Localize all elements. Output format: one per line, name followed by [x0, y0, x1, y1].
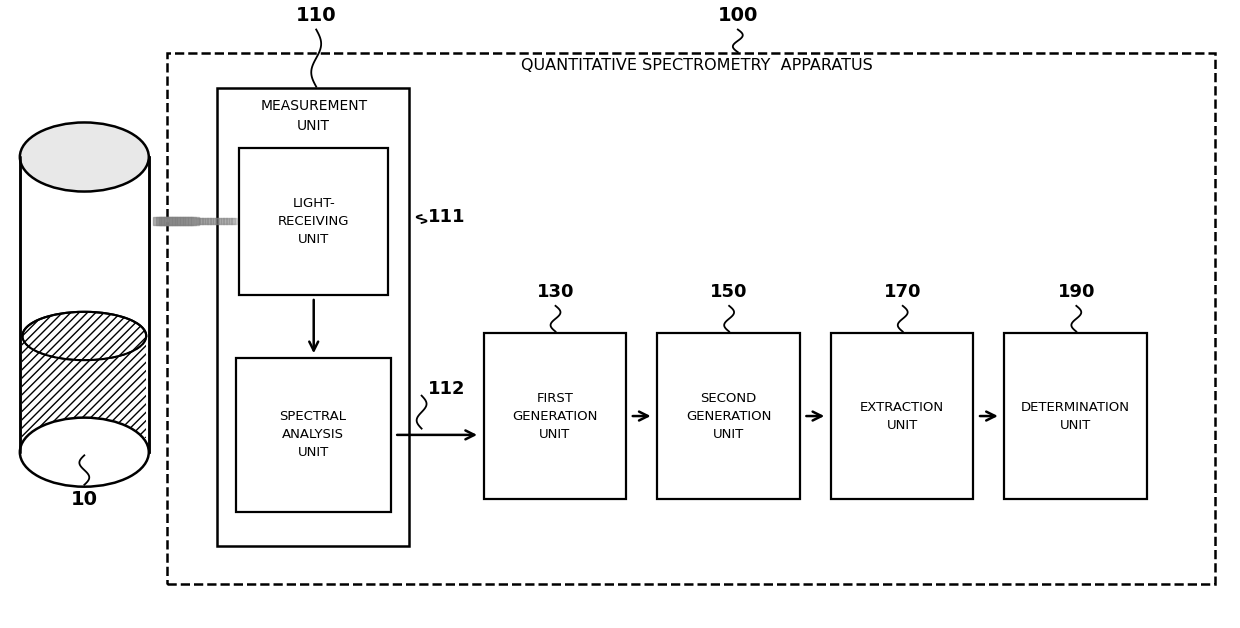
Text: SPECTRAL
ANALYSIS
UNIT: SPECTRAL ANALYSIS UNIT: [279, 410, 347, 460]
Bar: [657, 333, 800, 499]
Bar: [1004, 333, 1147, 499]
Bar: [236, 358, 391, 512]
Bar: [831, 333, 973, 499]
Text: LIGHT-
RECEIVING
UNIT: LIGHT- RECEIVING UNIT: [278, 197, 350, 246]
Ellipse shape: [20, 418, 149, 487]
Bar: [239, 148, 388, 295]
Bar: [484, 333, 626, 499]
Text: DETERMINATION
UNIT: DETERMINATION UNIT: [1022, 401, 1130, 431]
Text: 110: 110: [296, 6, 336, 25]
Text: EXTRACTION
UNIT: EXTRACTION UNIT: [861, 401, 944, 431]
Text: 100: 100: [718, 6, 758, 25]
Text: 170: 170: [884, 283, 921, 301]
Bar: [167, 53, 1215, 584]
Text: FIRST
GENERATION
UNIT: FIRST GENERATION UNIT: [512, 391, 598, 441]
Text: 111: 111: [428, 208, 465, 225]
Ellipse shape: [22, 311, 146, 360]
Text: 112: 112: [428, 381, 465, 398]
Ellipse shape: [20, 122, 149, 192]
Text: 150: 150: [711, 283, 748, 301]
Bar: [22, 336, 146, 438]
Text: MEASUREMENT
UNIT: MEASUREMENT UNIT: [260, 99, 367, 133]
Text: 130: 130: [537, 283, 574, 301]
Bar: [20, 157, 149, 452]
Text: QUANTITATIVE SPECTROMETRY  APPARATUS: QUANTITATIVE SPECTROMETRY APPARATUS: [521, 58, 873, 73]
Text: 190: 190: [1058, 283, 1095, 301]
Bar: [217, 88, 409, 546]
Text: SECOND
GENERATION
UNIT: SECOND GENERATION UNIT: [686, 391, 771, 441]
Text: 10: 10: [71, 490, 98, 509]
